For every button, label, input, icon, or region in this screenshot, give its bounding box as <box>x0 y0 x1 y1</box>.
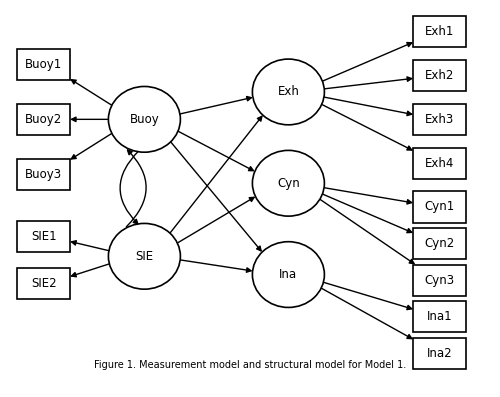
Text: Ina1: Ina1 <box>427 310 452 323</box>
Text: Exh2: Exh2 <box>425 69 454 82</box>
Text: SIE1: SIE1 <box>31 230 56 243</box>
FancyBboxPatch shape <box>17 49 70 80</box>
Text: Cyn2: Cyn2 <box>424 237 454 250</box>
FancyBboxPatch shape <box>413 148 466 179</box>
Text: Ina: Ina <box>280 268 297 281</box>
FancyBboxPatch shape <box>17 221 70 252</box>
Text: Buoy2: Buoy2 <box>25 113 62 126</box>
FancyBboxPatch shape <box>413 104 466 135</box>
Text: Buoy3: Buoy3 <box>25 168 62 181</box>
FancyBboxPatch shape <box>17 158 70 190</box>
Text: Exh: Exh <box>278 85 299 98</box>
Text: Exh1: Exh1 <box>425 25 454 38</box>
Text: Cyn1: Cyn1 <box>424 200 454 214</box>
FancyBboxPatch shape <box>17 104 70 135</box>
Ellipse shape <box>108 224 180 289</box>
Text: Buoy1: Buoy1 <box>25 58 62 71</box>
FancyBboxPatch shape <box>413 228 466 259</box>
Text: Ina2: Ina2 <box>427 347 452 360</box>
Text: Exh4: Exh4 <box>425 157 454 170</box>
FancyBboxPatch shape <box>413 191 466 222</box>
Text: Figure 1. Measurement model and structural model for Model 1.: Figure 1. Measurement model and structur… <box>94 360 406 370</box>
Text: Cyn3: Cyn3 <box>424 274 454 287</box>
Text: Buoy: Buoy <box>130 113 160 126</box>
FancyBboxPatch shape <box>413 60 466 91</box>
Ellipse shape <box>252 150 324 216</box>
FancyBboxPatch shape <box>413 337 466 368</box>
FancyBboxPatch shape <box>17 268 70 299</box>
FancyBboxPatch shape <box>413 301 466 332</box>
Ellipse shape <box>252 242 324 307</box>
Text: SIE2: SIE2 <box>31 277 56 290</box>
Ellipse shape <box>108 87 180 152</box>
Ellipse shape <box>252 59 324 125</box>
FancyBboxPatch shape <box>413 16 466 47</box>
Text: Exh3: Exh3 <box>425 113 454 126</box>
Text: SIE: SIE <box>136 250 154 263</box>
Text: Cyn: Cyn <box>277 177 300 190</box>
FancyBboxPatch shape <box>413 264 466 295</box>
